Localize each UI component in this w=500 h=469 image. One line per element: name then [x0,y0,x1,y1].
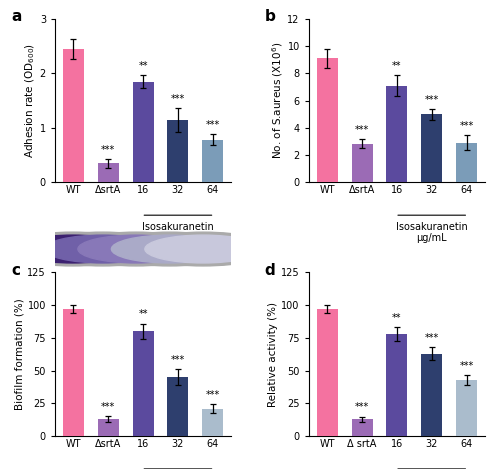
Bar [63,309,84,436]
Text: ***: *** [424,95,439,105]
Bar [132,82,154,182]
Bar [386,334,407,436]
Bar [352,144,372,182]
Bar [98,163,118,182]
Circle shape [66,232,206,266]
Bar [63,49,84,182]
Circle shape [32,232,173,266]
Bar [168,377,188,436]
Bar [386,86,407,182]
Circle shape [78,235,194,263]
Text: ***: *** [171,356,185,365]
Text: ***: *** [171,94,185,104]
Bar [98,419,118,436]
Bar [168,120,188,182]
Text: ***: *** [460,361,473,371]
Bar [202,408,223,436]
Text: **: ** [138,310,148,319]
Text: **: ** [138,61,148,71]
Text: Isosakuranetin
μg/mL: Isosakuranetin μg/mL [142,222,214,243]
Circle shape [2,232,143,266]
Y-axis label: Biofilm formation (%): Biofilm formation (%) [14,298,24,410]
Circle shape [14,235,131,263]
Y-axis label: Adhesion rate (OD$_{600}$): Adhesion rate (OD$_{600}$) [24,43,37,158]
Y-axis label: Relative activity (%): Relative activity (%) [268,302,278,407]
Bar [422,354,442,436]
Circle shape [145,235,261,263]
Bar [317,309,338,436]
Text: ***: *** [424,333,439,343]
Circle shape [112,235,228,263]
Bar [456,380,477,436]
Bar [352,419,372,436]
Bar [132,332,154,436]
Bar [202,140,223,182]
Text: ***: *** [355,125,369,136]
Bar [317,58,338,182]
Bar [422,114,442,182]
Text: ***: *** [206,390,220,400]
Text: ***: *** [101,402,116,412]
Text: **: ** [392,61,402,71]
Text: ***: *** [355,402,369,412]
Bar [456,143,477,182]
Circle shape [44,235,160,263]
Text: ***: *** [460,121,473,131]
Text: a: a [11,9,22,24]
Text: **: ** [392,313,402,324]
Text: Isosakuranetin
μg/mL: Isosakuranetin μg/mL [396,222,468,243]
Circle shape [99,232,240,266]
Text: b: b [264,9,276,24]
Text: ***: *** [101,145,116,155]
Text: ***: *** [206,121,220,130]
Circle shape [132,232,274,266]
Text: c: c [11,263,20,278]
Text: d: d [264,263,276,278]
Y-axis label: No. of S.aureus (X10$^6$): No. of S.aureus (X10$^6$) [270,42,284,159]
